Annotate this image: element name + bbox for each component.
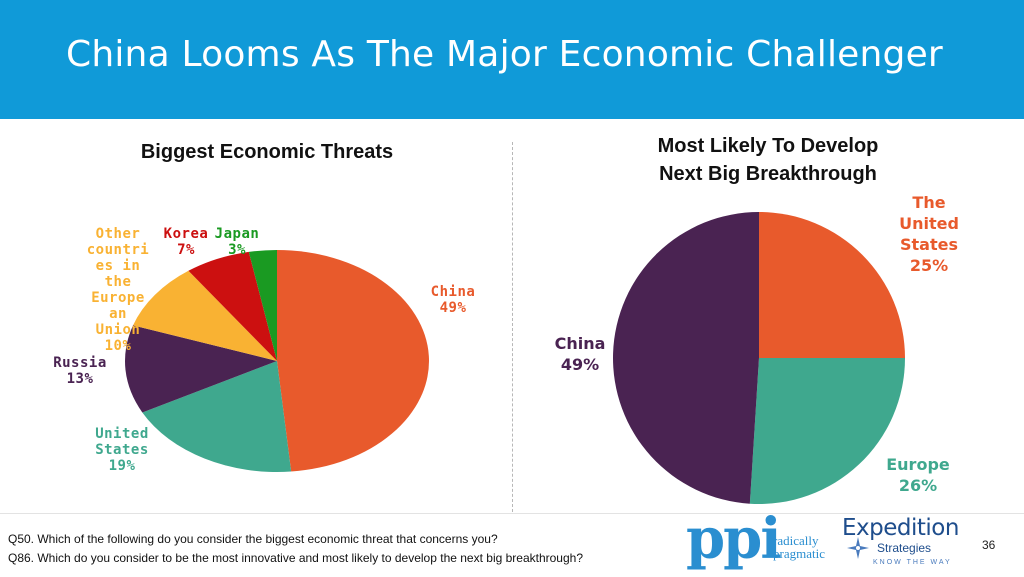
pie-slice-united-states	[142, 361, 292, 472]
label-russia-threat: Russia 13%	[50, 355, 110, 387]
title-banner: China Looms As The Major Economic Challe…	[0, 0, 1024, 119]
label-value: 7%	[177, 242, 195, 258]
label-korea-threat: Korea 7%	[157, 226, 215, 258]
label-text: Union	[95, 322, 141, 338]
label-value: 49%	[560, 355, 600, 374]
label-text: States	[900, 235, 958, 254]
label-value: 25%	[909, 256, 949, 275]
label-us-threat: United States 19%	[82, 426, 162, 474]
expedition-logo-title: Expedition	[842, 515, 959, 541]
label-value: 49%	[439, 300, 467, 316]
compass-icon	[847, 537, 869, 559]
label-text: Europe	[91, 290, 145, 306]
label-text: China	[554, 334, 606, 353]
expedition-logo-tagline: KNOW THE WAY	[873, 559, 952, 566]
ppi-tagline-line1: radically	[773, 533, 819, 548]
label-text: an	[109, 306, 127, 322]
ppi-tagline: radically pragmatic	[773, 534, 825, 560]
ppi-logo: ppi	[686, 506, 782, 572]
left-chart-title: Biggest Economic Threats	[140, 141, 394, 163]
label-value: 13%	[66, 371, 94, 387]
label-text: Europe	[886, 455, 950, 474]
pie-slice-russia	[125, 325, 277, 413]
label-value: 19%	[108, 458, 136, 474]
label-text: the	[104, 274, 132, 290]
ppi-tagline-line2: pragmatic	[773, 546, 825, 561]
pie-slice-korea	[188, 251, 277, 361]
expedition-logo-sub: Strategies	[877, 541, 932, 555]
pie-slice-china	[612, 212, 759, 504]
pie-slice-china	[277, 250, 430, 472]
label-text: Korea	[163, 226, 209, 242]
pie-slice-the-united-states	[759, 212, 905, 358]
label-text: States	[95, 442, 149, 458]
right-chart-title-line1: Most Likely To Develop	[657, 135, 879, 157]
label-value: 3%	[228, 242, 246, 258]
label-us-breakthrough: The United States 25%	[888, 192, 970, 276]
pie-slice-japan	[248, 250, 277, 361]
question-q86: Q86. Which do you consider to be the mos…	[8, 551, 584, 565]
pie-slice-other-countries-in-the-european-union	[133, 270, 277, 361]
right-chart-title-line2: Next Big Breakthrough	[659, 163, 877, 185]
breakthrough-pie	[612, 212, 905, 504]
slide-title: China Looms As The Major Economic Challe…	[66, 34, 943, 75]
label-text: Japan	[214, 226, 260, 242]
label-china-threat: China 49%	[418, 284, 488, 316]
label-text: es in	[95, 258, 141, 274]
label-eu-threat: Other countri es in the Europe an Union …	[80, 226, 156, 354]
label-text: The	[912, 193, 946, 212]
pie-slice-europe	[749, 358, 905, 504]
label-japan-threat: Japan 3%	[208, 226, 266, 258]
label-text: Russia	[53, 355, 107, 371]
label-value: 10%	[104, 338, 132, 354]
question-q50: Q50. Which of the following do you consi…	[8, 532, 498, 546]
label-text: Other	[95, 226, 141, 242]
label-text: China	[430, 284, 476, 300]
page-number: 36	[982, 538, 996, 552]
chart-divider	[512, 142, 513, 512]
label-text: United	[899, 214, 959, 233]
label-europe-breakthrough: Europe 26%	[878, 454, 958, 496]
label-china-breakthrough: China 49%	[548, 333, 612, 375]
label-value: 26%	[898, 476, 938, 495]
label-text: United	[95, 426, 149, 442]
right-chart-title: Most Likely To Develop Next Big Breakthr…	[610, 132, 926, 188]
footer	[0, 513, 1024, 577]
label-text: countri	[86, 242, 150, 258]
economic-threats-pie	[125, 250, 430, 472]
